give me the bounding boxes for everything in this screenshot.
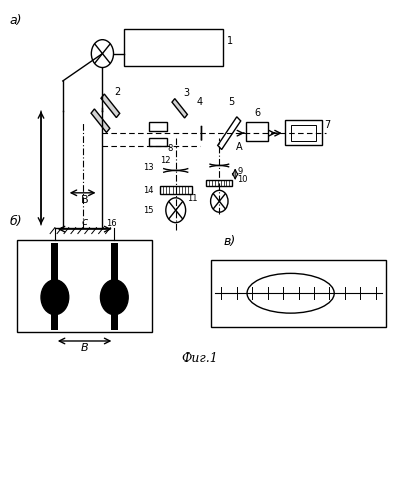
Text: 5: 5	[228, 98, 234, 108]
Bar	[246, 122, 268, 141]
Bar	[149, 138, 167, 145]
Text: 10: 10	[237, 174, 248, 184]
Bar	[206, 180, 232, 186]
Bar	[211, 260, 386, 327]
Text: Фиг.1: Фиг.1	[181, 352, 218, 365]
Bar	[111, 242, 118, 330]
Bar	[290, 124, 316, 140]
Text: 12: 12	[160, 156, 170, 164]
Ellipse shape	[247, 274, 334, 313]
Text: B: B	[81, 344, 89, 353]
Text: 15: 15	[143, 206, 154, 214]
Text: 13: 13	[143, 164, 154, 172]
Text: 14: 14	[143, 186, 154, 195]
Bar	[218, 117, 241, 150]
Text: б): б)	[9, 214, 22, 228]
Polygon shape	[172, 98, 188, 118]
Bar	[149, 122, 167, 131]
Text: 1: 1	[227, 36, 233, 46]
Bar	[160, 186, 192, 194]
Bar	[17, 240, 152, 332]
Text: 7: 7	[324, 120, 330, 130]
Text: 9: 9	[237, 167, 242, 176]
Bar	[285, 120, 322, 144]
Text: в): в)	[223, 234, 235, 248]
Polygon shape	[91, 109, 110, 132]
Text: 4: 4	[196, 98, 203, 108]
Bar	[124, 28, 223, 66]
Circle shape	[101, 280, 128, 314]
Text: 11: 11	[187, 194, 198, 203]
Circle shape	[41, 280, 69, 314]
Text: 16: 16	[107, 218, 117, 228]
Text: 3: 3	[184, 88, 190, 99]
Text: 2: 2	[114, 87, 120, 97]
Text: 6: 6	[254, 108, 260, 118]
Text: B: B	[81, 196, 89, 205]
Polygon shape	[101, 94, 120, 118]
Text: A: A	[236, 142, 243, 152]
Bar	[51, 242, 58, 330]
Text: c: c	[81, 217, 88, 227]
Text: 8: 8	[168, 144, 173, 153]
Text: a): a)	[9, 14, 22, 27]
